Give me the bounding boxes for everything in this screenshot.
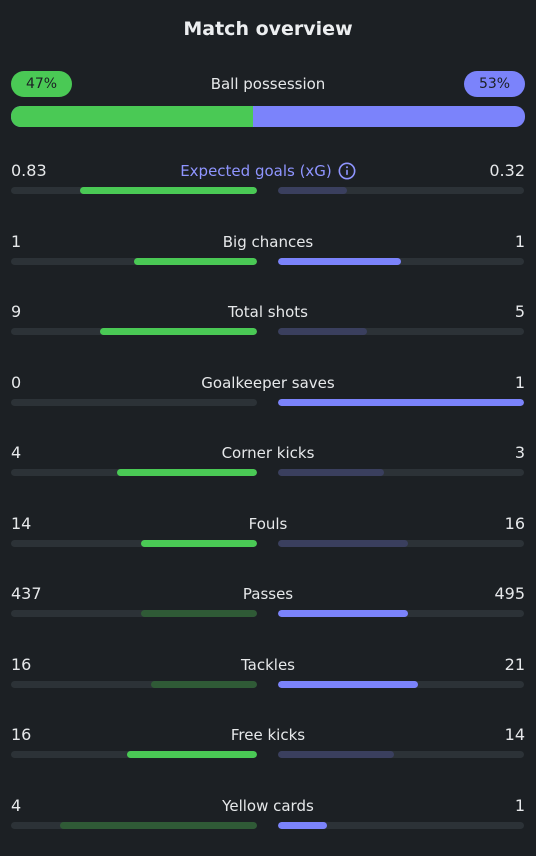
away-stat-bar-fill: [278, 469, 384, 476]
home-stat-value: 14: [11, 514, 32, 533]
home-stat-bar: [11, 399, 257, 406]
home-stat-bar-fill: [141, 540, 257, 547]
home-stat-value: 0.83: [11, 161, 47, 180]
home-stat-value: 4: [11, 796, 22, 815]
stat-label-text: Free kicks: [230, 726, 306, 744]
away-stat-bar-fill: [278, 540, 409, 547]
stat-label: Corner kicks: [11, 443, 525, 463]
away-stat-bar-fill: [278, 751, 394, 758]
stat-row: 16 Tackles 21: [11, 655, 525, 695]
stat-label-text: Tackles: [240, 656, 296, 674]
away-stat-bar: [278, 540, 524, 547]
home-stat-bar: [11, 540, 257, 547]
possession-label: Ball possession: [210, 75, 326, 93]
home-stat-value: 16: [11, 725, 32, 744]
stat-label[interactable]: Expected goals (xG): [11, 161, 525, 181]
home-stat-bar: [11, 187, 257, 194]
home-stat-bar-fill: [99, 328, 257, 335]
stat-label: Fouls: [11, 514, 525, 534]
stat-label: Passes: [11, 584, 525, 604]
home-stat-value: 9: [11, 302, 22, 321]
stat-row: 437 Passes 495: [11, 584, 525, 624]
away-stat-value: 16: [504, 514, 525, 533]
away-stat-bar: [278, 822, 524, 829]
away-stat-value: 3: [514, 443, 525, 462]
away-stat-bar: [278, 187, 524, 194]
home-stat-bar: [11, 822, 257, 829]
stat-label: Free kicks: [11, 725, 525, 745]
home-stat-bar: [11, 258, 257, 265]
away-stat-value: 14: [504, 725, 525, 744]
away-stat-bar-fill: [278, 822, 328, 829]
stat-label-text: Yellow cards: [222, 797, 314, 815]
stat-label-text: Expected goals (xG): [180, 162, 332, 180]
away-stat-bar: [278, 328, 524, 335]
away-stat-bar: [278, 681, 524, 688]
home-stat-bar-fill: [141, 610, 257, 617]
away-stat-value: 21: [504, 655, 525, 674]
stat-row: 0 Goalkeeper saves 1: [11, 373, 525, 413]
stat-label-text: Passes: [242, 585, 294, 603]
away-stat-value: 0.32: [489, 161, 525, 180]
home-stat-value: 4: [11, 443, 22, 462]
stat-label: Total shots: [11, 302, 525, 322]
stat-row: 9 Total shots 5: [11, 302, 525, 342]
info-icon[interactable]: [338, 162, 356, 180]
stat-label: Big chances: [11, 232, 525, 252]
away-stat-bar-fill: [278, 328, 367, 335]
home-stat-bar: [11, 328, 257, 335]
stat-label-text: Corner kicks: [221, 444, 315, 462]
stat-row: 1 Big chances 1: [11, 232, 525, 272]
away-stat-bar-fill: [278, 258, 401, 265]
away-stat-bar-fill: [278, 681, 419, 688]
home-stat-value: 437: [11, 584, 42, 603]
stat-row: 14 Fouls 16: [11, 514, 525, 554]
home-stat-value: 0: [11, 373, 22, 392]
away-stat-value: 1: [514, 232, 525, 251]
stat-label-text: Total shots: [228, 303, 308, 321]
page-title: Match overview: [183, 18, 353, 40]
away-stat-value: 495: [494, 584, 525, 603]
away-stat-value: 1: [514, 796, 525, 815]
stat-label: Yellow cards: [11, 796, 525, 816]
away-possession-badge: 53%: [464, 71, 525, 97]
away-stat-bar: [278, 258, 524, 265]
stat-label-text: Big chances: [222, 233, 314, 251]
possession-home-fill: [11, 106, 253, 127]
home-stat-bar: [11, 681, 257, 688]
away-stat-bar-fill: [278, 610, 409, 617]
home-stat-bar-fill: [151, 681, 257, 688]
home-stat-bar: [11, 469, 257, 476]
home-stat-bar: [11, 751, 257, 758]
away-stat-value: 5: [514, 302, 525, 321]
stat-label-text: Fouls: [248, 515, 288, 533]
stat-row: 0.83 Expected goals (xG) 0.32: [11, 161, 525, 201]
home-possession-badge: 47%: [11, 71, 72, 97]
home-stat-bar: [11, 610, 257, 617]
home-stat-value: 16: [11, 655, 32, 674]
possession-header: 47% Ball possession 53%: [11, 71, 525, 97]
home-stat-bar-fill: [79, 187, 257, 194]
possession-bar: [11, 106, 525, 127]
away-stat-bar-fill: [278, 399, 524, 406]
away-stat-value: 1: [514, 373, 525, 392]
stat-label: Goalkeeper saves: [11, 373, 525, 393]
home-stat-value: 1: [11, 232, 22, 251]
away-stat-bar: [278, 610, 524, 617]
home-stat-bar-fill: [126, 751, 257, 758]
away-stat-bar-fill: [278, 187, 347, 194]
stat-row: 16 Free kicks 14: [11, 725, 525, 765]
away-stat-bar: [278, 399, 524, 406]
stat-row: 4 Corner kicks 3: [11, 443, 525, 483]
stat-label-text: Goalkeeper saves: [201, 374, 335, 392]
stat-row: 4 Yellow cards 1: [11, 796, 525, 836]
home-stat-bar-fill: [116, 469, 257, 476]
home-stat-bar-fill: [134, 258, 257, 265]
stat-label: Tackles: [11, 655, 525, 675]
home-stat-bar-fill: [60, 822, 257, 829]
away-stat-bar: [278, 469, 524, 476]
away-stat-bar: [278, 751, 524, 758]
